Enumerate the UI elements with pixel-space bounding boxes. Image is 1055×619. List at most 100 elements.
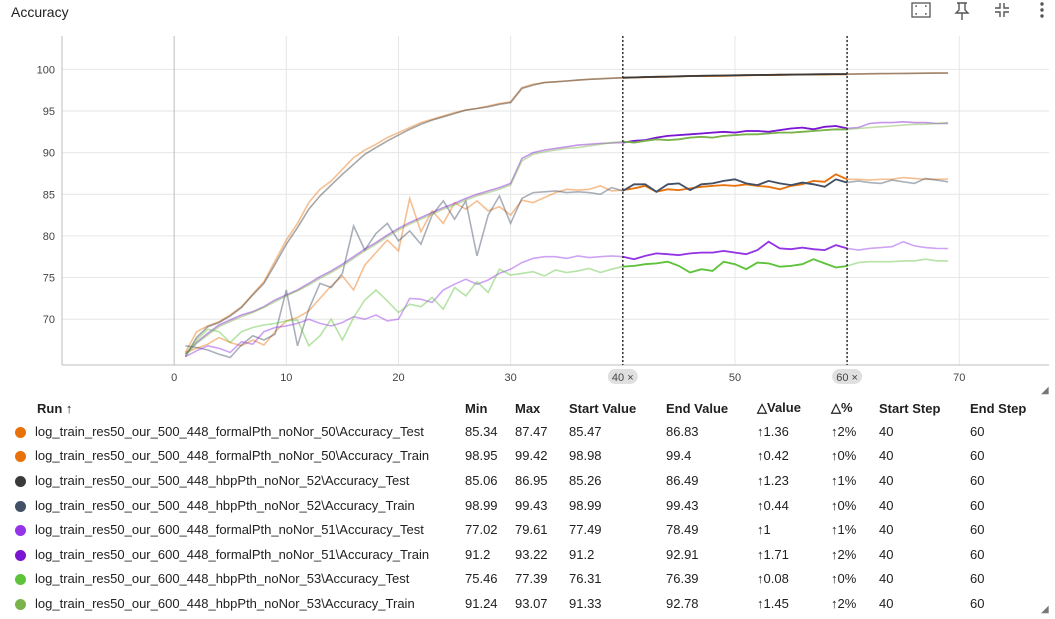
y-tick-label: 75 <box>43 273 55 285</box>
delta-percent-cell: ↑2% <box>831 546 857 562</box>
delta-percent-cell: ↑1% <box>831 472 857 488</box>
step-marker-chip[interactable] <box>607 369 638 384</box>
max-cell: 99.42 <box>515 448 548 464</box>
start-step-cell: 40 <box>879 595 894 611</box>
column-header-start-step[interactable]: Start Step <box>879 400 941 416</box>
chart-resize-handle-icon[interactable]: ◢ <box>1041 385 1049 396</box>
table-row[interactable]: log_train_res50_our_500_448_hbpPth_noNor… <box>10 493 1040 518</box>
x-tick-label: 20 <box>392 372 404 384</box>
column-header-run[interactable]: Run ↑ <box>37 400 73 416</box>
x-tick-label: 10 <box>280 372 292 384</box>
table-row[interactable]: log_train_res50_our_600_448_hbpPth_noNor… <box>10 567 1040 592</box>
end-step-cell: 60 <box>970 497 985 513</box>
chart-title: Accuracy <box>11 4 69 20</box>
run-color-dot-icon[interactable] <box>15 500 26 512</box>
y-tick-label: 85 <box>43 189 55 201</box>
delta-value-cell: ↑1.71 <box>757 546 789 562</box>
run-name-cell: log_train_res50_our_600_448_formalPth_no… <box>10 517 465 542</box>
max-cell: 93.07 <box>515 595 548 611</box>
series-line-faded <box>184 72 949 358</box>
collapse-icon[interactable] <box>991 1 1013 23</box>
runs-table: Run ↑ Min Max Start Value End Value △Val… <box>10 397 1040 616</box>
end-value-cell: 78.49 <box>666 522 699 538</box>
step-marker-chip[interactable] <box>832 369 863 384</box>
delta-percent-cell: ↑2% <box>831 423 857 439</box>
start-step-cell: 40 <box>879 448 894 464</box>
column-header-delta-value[interactable]: △Value <box>757 400 801 415</box>
table-row[interactable]: log_train_res50_our_500_448_formalPth_no… <box>10 444 1040 469</box>
series-line-faded <box>184 72 949 353</box>
table-row[interactable]: log_train_res50_our_600_448_hbpPth_noNor… <box>10 591 1040 616</box>
table-row[interactable]: log_train_res50_our_600_448_formalPth_no… <box>10 542 1040 567</box>
run-color-dot-icon[interactable] <box>15 451 26 463</box>
x-tick-label: 30 <box>505 372 517 384</box>
start-value-cell: 98.98 <box>569 448 602 464</box>
min-cell: 98.99 <box>465 497 498 513</box>
max-cell: 77.39 <box>515 571 548 587</box>
pin-icon[interactable] <box>951 1 973 23</box>
series-line-faded <box>185 177 949 359</box>
delta-percent-cell: ↑0% <box>831 497 857 513</box>
run-color-dot-icon[interactable] <box>15 476 26 488</box>
max-cell: 99.43 <box>515 497 548 513</box>
step-marker-chip-label[interactable]: 40 × <box>612 372 634 384</box>
fit-to-screen-icon[interactable] <box>910 1 932 23</box>
table-row[interactable]: log_train_res50_our_600_448_formalPth_no… <box>10 517 1040 542</box>
table-row[interactable]: log_train_res50_our_500_448_hbpPth_noNor… <box>10 468 1040 493</box>
x-tick-label: 0 <box>171 372 177 384</box>
series-line[interactable] <box>622 128 848 144</box>
run-color-dot-icon[interactable] <box>15 525 26 537</box>
run-color-dot-icon[interactable] <box>15 549 26 561</box>
step-marker-chip-label[interactable]: 60 × <box>836 372 858 384</box>
start-value-cell: 85.26 <box>569 472 602 488</box>
run-color-dot-icon[interactable] <box>15 426 26 438</box>
y-tick-label: 70 <box>43 314 55 326</box>
run-name-cell: log_train_res50_our_500_448_formalPth_no… <box>10 419 465 444</box>
run-color-dot-icon[interactable] <box>15 574 26 586</box>
run-name: log_train_res50_our_500_448_formalPth_no… <box>35 423 424 439</box>
column-header-max[interactable]: Max <box>515 400 541 416</box>
start-step-cell: 40 <box>879 423 894 439</box>
run-name-cell: log_train_res50_our_600_448_hbpPth_noNor… <box>10 567 465 592</box>
start-step-cell: 40 <box>879 472 894 488</box>
y-tick-label: 95 <box>43 106 55 118</box>
table-resize-handle-icon[interactable]: ◢ <box>1041 604 1049 615</box>
accuracy-line-chart[interactable]: 70 75 80 85 90 95 100 0 10 20 30 40 × 50 60 × 70 <box>0 28 1055 392</box>
series-line[interactable] <box>622 73 848 79</box>
column-header-end-value[interactable]: End Value <box>666 400 729 416</box>
column-header-delta-percent[interactable]: △% <box>831 400 853 415</box>
run-color-dot-icon[interactable] <box>15 599 26 611</box>
run-name: log_train_res50_our_600_448_formalPth_no… <box>35 522 424 538</box>
end-value-cell: 86.83 <box>666 423 699 439</box>
min-cell: 98.95 <box>465 448 498 464</box>
start-value-cell: 98.99 <box>569 497 602 513</box>
start-value-cell: 76.31 <box>569 571 602 587</box>
series-line[interactable] <box>622 178 848 193</box>
end-step-cell: 60 <box>970 423 985 439</box>
end-step-cell: 60 <box>970 546 985 562</box>
more-vert-icon[interactable] <box>1031 1 1053 23</box>
run-name: log_train_res50_our_500_448_hbpPth_noNor… <box>35 472 410 488</box>
delta-percent-cell: ↑0% <box>831 448 857 464</box>
end-step-cell: 60 <box>970 472 985 488</box>
series-line[interactable] <box>622 173 848 193</box>
run-name: log_train_res50_our_600_448_hbpPth_noNor… <box>35 571 410 587</box>
y-tick-label: 100 <box>37 64 55 76</box>
run-name: log_train_res50_our_500_448_hbpPth_noNor… <box>35 497 415 513</box>
series-line[interactable] <box>622 240 848 261</box>
run-name: log_train_res50_our_500_448_formalPth_no… <box>35 448 430 464</box>
y-tick-label: 80 <box>43 231 55 243</box>
delta-percent-cell: ↑0% <box>831 571 857 587</box>
end-step-cell: 60 <box>970 595 985 611</box>
series-line[interactable] <box>622 258 848 274</box>
end-value-cell: 92.91 <box>666 546 699 562</box>
column-header-end-step[interactable]: End Step <box>970 400 1027 416</box>
run-name: log_train_res50_our_600_448_hbpPth_noNor… <box>35 595 415 611</box>
delta-value-cell: ↑0.44 <box>757 497 789 513</box>
column-header-min[interactable]: Min <box>465 400 488 416</box>
start-step-cell: 40 <box>879 497 894 513</box>
column-header-start-value[interactable]: Start Value <box>569 400 637 416</box>
end-step-cell: 60 <box>970 571 985 587</box>
table-row[interactable]: log_train_res50_our_500_448_formalPth_no… <box>10 419 1040 444</box>
series-line[interactable] <box>622 125 848 144</box>
